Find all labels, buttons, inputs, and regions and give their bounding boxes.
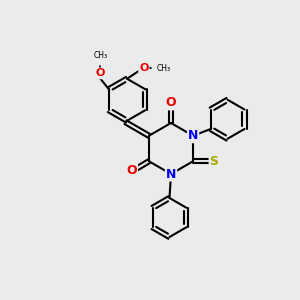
Text: N: N [188, 129, 198, 142]
Text: S: S [210, 155, 219, 168]
Text: O: O [96, 68, 105, 78]
Text: N: N [166, 167, 176, 181]
Text: O: O [166, 96, 176, 110]
Text: CH₃: CH₃ [157, 64, 171, 73]
Text: CH₃: CH₃ [93, 51, 107, 60]
Text: O: O [139, 63, 148, 73]
Text: O: O [127, 164, 137, 177]
